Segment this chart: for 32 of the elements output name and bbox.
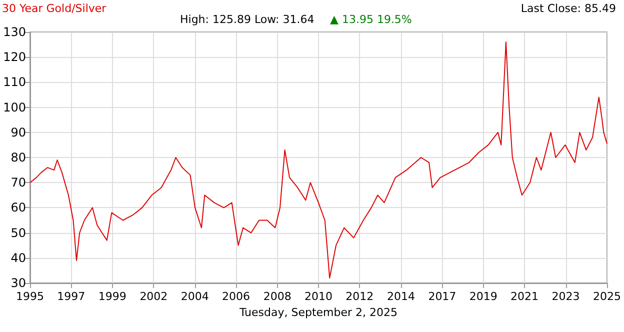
x-tick-label: 2002: [140, 290, 168, 303]
y-tick-label: 40: [10, 250, 26, 265]
x-tick-label: 2025: [593, 290, 622, 303]
x-tick-label: 2004: [180, 290, 209, 303]
x-tick-label: 2021: [510, 290, 539, 303]
x-tick-label: 2019: [469, 290, 498, 303]
line-series: [30, 42, 608, 278]
x-tick-label: 1995: [16, 290, 44, 303]
y-tick-label: 130: [3, 25, 26, 39]
y-tick-label: 30: [10, 276, 26, 290]
y-tick-label: 70: [10, 176, 26, 190]
text: ▲ 13.95 19.5%: [330, 13, 412, 26]
x-tick-label: 2010: [304, 290, 332, 303]
chart-subtitle: High: 125.89 Low: 31.64: [180, 13, 314, 26]
x-tick-label: 2014: [386, 290, 415, 303]
x-tick-label: 2023: [552, 290, 580, 303]
x-tick-label: 1999: [98, 290, 126, 303]
x-tick-label: 1997: [57, 290, 86, 303]
y-tick-label: 80: [10, 150, 26, 164]
y-tick-label: 60: [10, 200, 26, 215]
x-axis-title: Tuesday, September 2, 2025: [238, 306, 398, 319]
y-tick-label: 110: [3, 75, 26, 90]
chart-title: 30 Year Gold/Silver: [2, 2, 107, 15]
x-tick-label: 2017: [428, 290, 456, 303]
y-tick-label: 120: [3, 50, 26, 64]
text: Last Close: 85.49: [520, 2, 616, 15]
y-tick-label: 50: [10, 226, 26, 240]
x-tick-label: 2006: [222, 290, 250, 303]
x-tick-label: 2012: [346, 290, 374, 303]
x-tick-label: 2008: [263, 290, 292, 303]
y-tick-label: 90: [10, 125, 26, 140]
y-tick-label: 100: [3, 100, 26, 114]
